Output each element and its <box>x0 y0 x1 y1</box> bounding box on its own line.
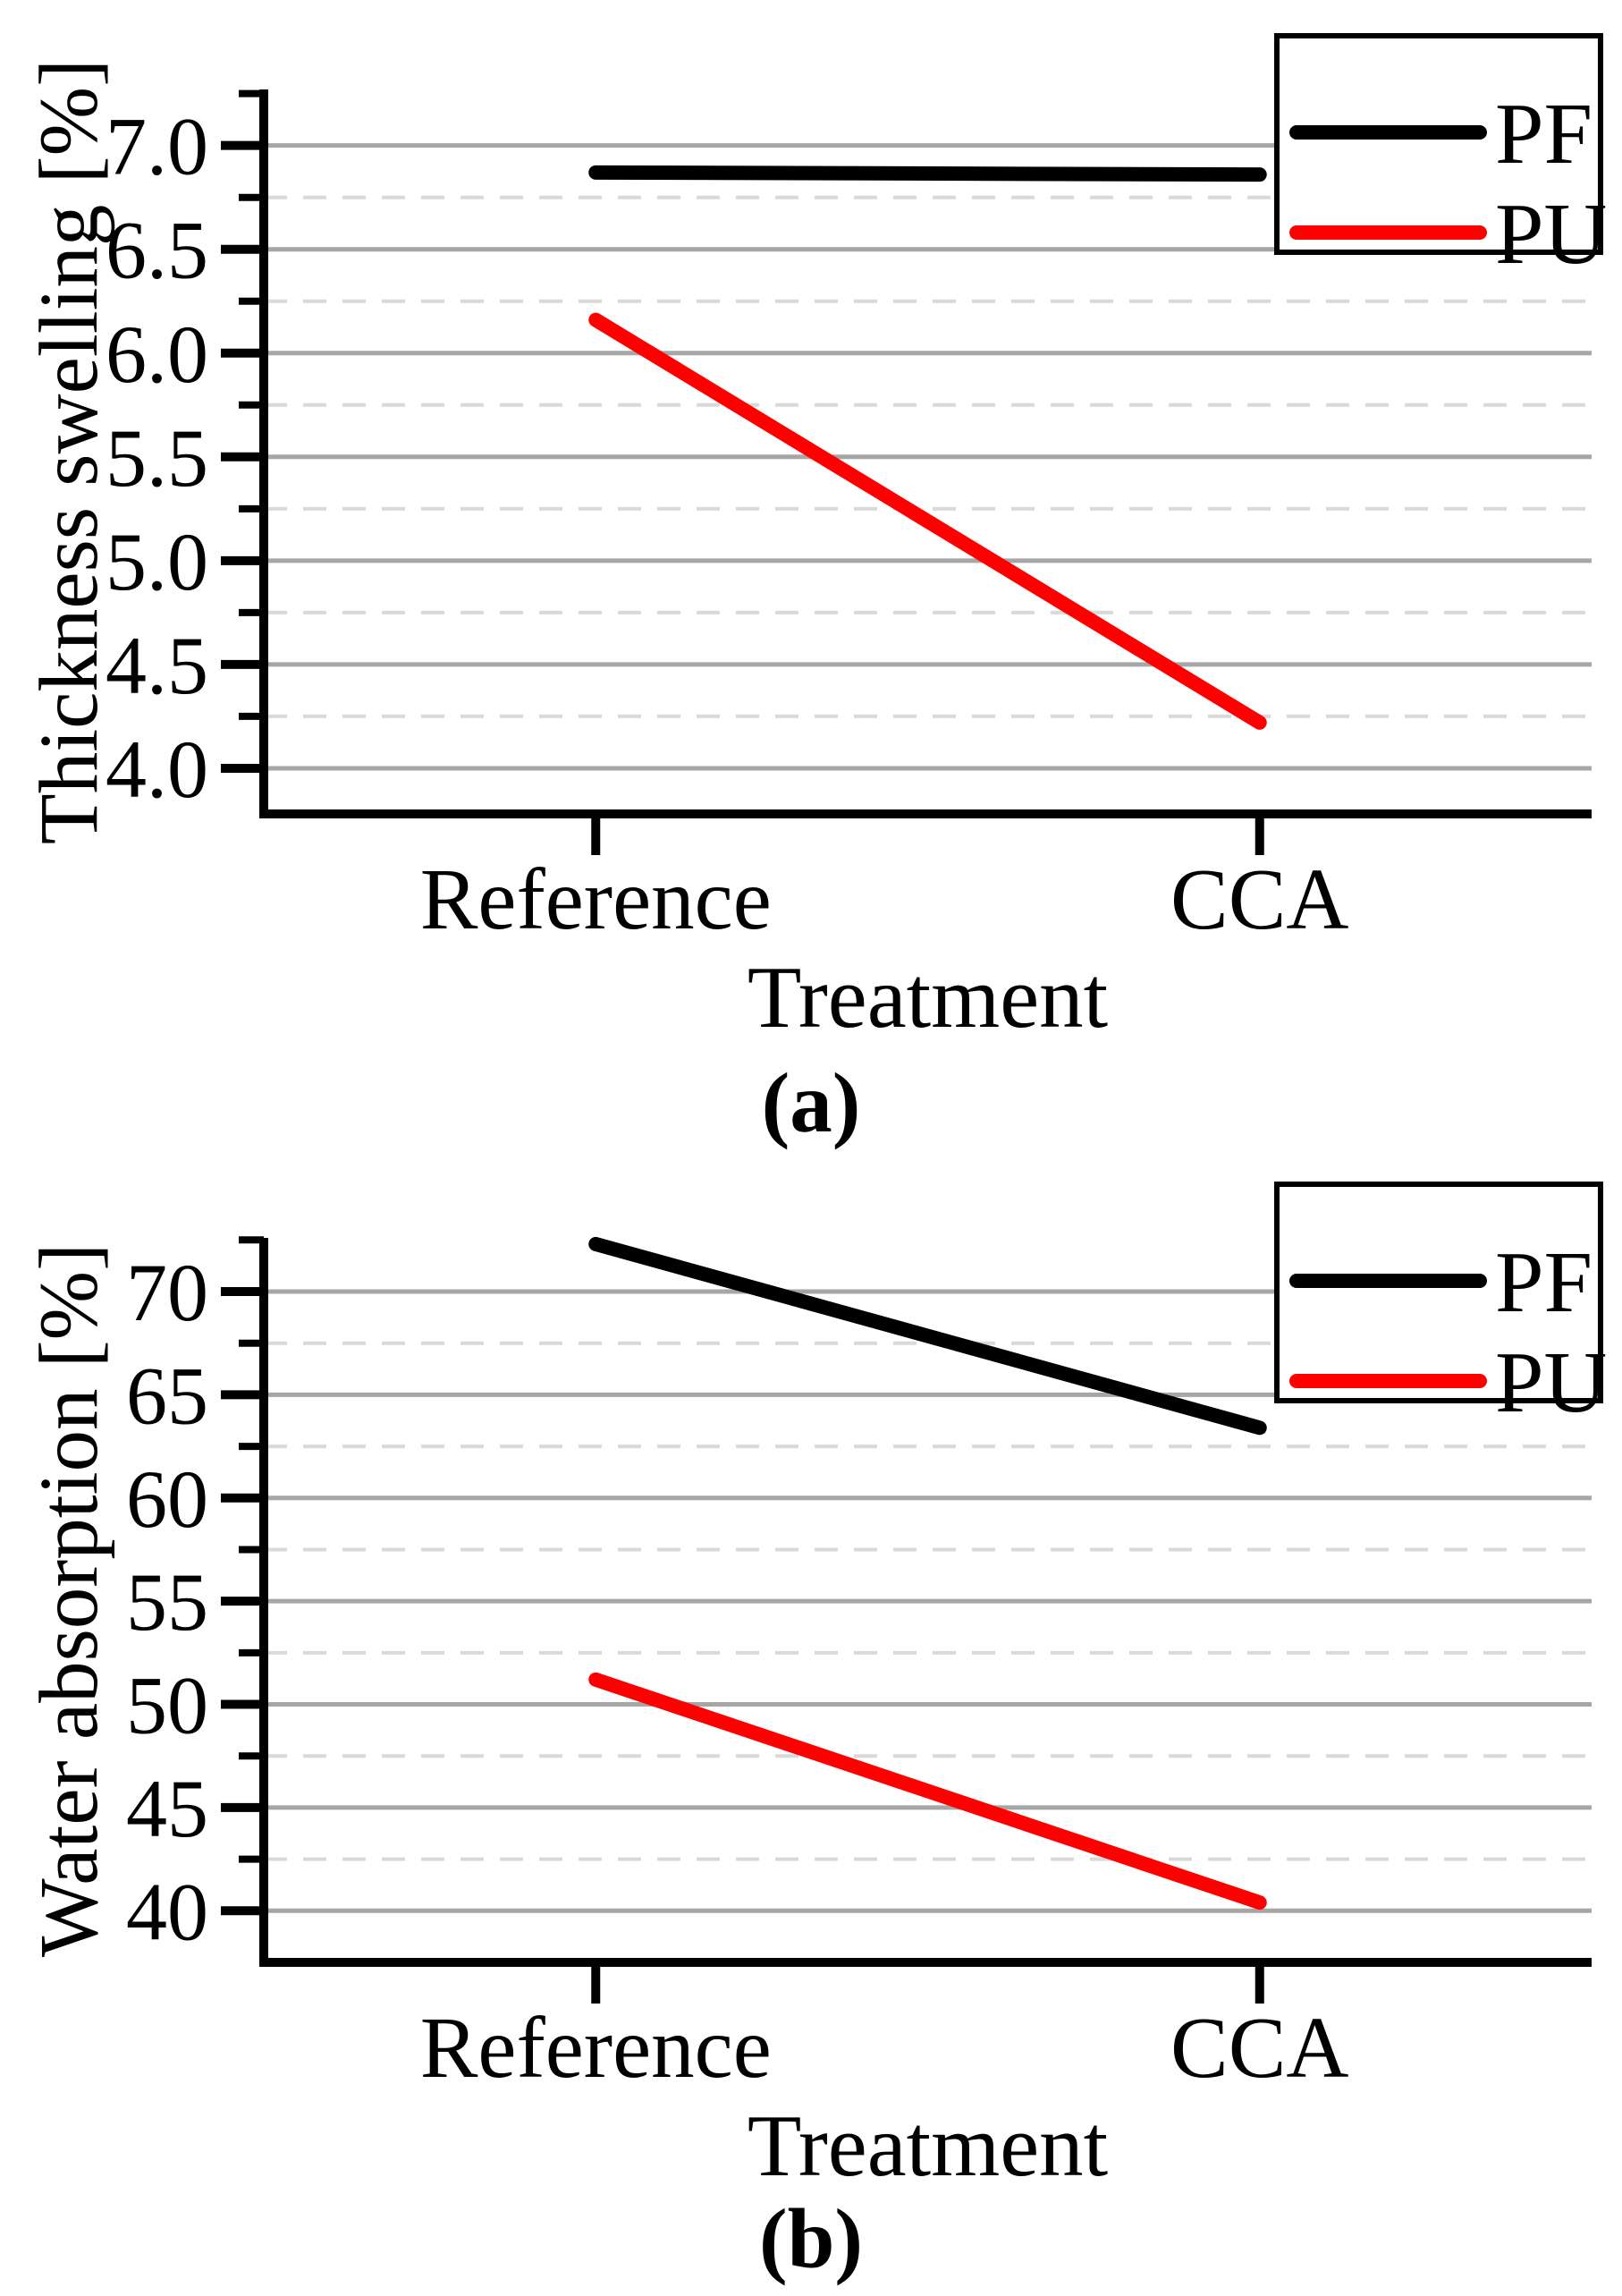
y-tick-label: 45 <box>126 1763 208 1854</box>
chart-thickness-swelling: 4.0 4.5 5.0 5.5 6.0 6.5 7.0 Reference CCA Treatme… <box>23 33 1607 1038</box>
x-category-label: Reference <box>420 2000 772 2096</box>
panel-caption-a: (a) <box>761 1055 861 1150</box>
legend-box <box>1274 1182 1603 1403</box>
y-axis-title: Water absorption [%] <box>23 1243 115 1957</box>
y-tick-label: 40 <box>126 1866 208 1957</box>
x-axis-title: Treatment <box>748 2097 1108 2186</box>
series-line-PF <box>588 1236 1267 1436</box>
x-category-label: CCA <box>1170 2000 1348 2096</box>
legend-label-PU: PU <box>1495 1334 1607 1431</box>
y-tick-label: 5.0 <box>106 516 208 607</box>
y-tick-label: 70 <box>126 1247 208 1338</box>
panel-caption-b: (b) <box>758 2191 864 2286</box>
x-category-label: Reference <box>420 851 772 947</box>
chart-water-absorption: 40 45 50 55 60 65 70 Reference CCA Treatment Water… <box>23 1182 1607 2186</box>
y-tick-label: 5.5 <box>106 412 208 504</box>
series-line-PU <box>588 312 1267 730</box>
legend-label-PF: PF <box>1495 86 1592 182</box>
x-category-label: CCA <box>1170 851 1348 947</box>
y-axis-title: Thickness swelling [%] <box>23 59 115 844</box>
y-tick-label: 50 <box>126 1660 208 1751</box>
series-line-PU <box>588 1672 1267 1911</box>
legend-box <box>1274 33 1603 255</box>
y-tick-label: 6.5 <box>106 205 208 296</box>
legend-label-PU: PU <box>1495 186 1607 283</box>
y-tick-label: 65 <box>126 1350 208 1441</box>
y-tick-label: 6.0 <box>106 309 208 400</box>
legend-label-PF: PF <box>1495 1234 1592 1331</box>
y-tick-label: 55 <box>126 1556 208 1648</box>
y-tick-label: 4.5 <box>106 620 208 711</box>
y-tick-label: 7.0 <box>106 101 208 192</box>
x-axis-title: Treatment <box>748 949 1108 1038</box>
series-line-PF <box>588 165 1267 182</box>
y-tick-label: 4.0 <box>106 724 208 815</box>
y-tick-label: 60 <box>126 1453 208 1545</box>
